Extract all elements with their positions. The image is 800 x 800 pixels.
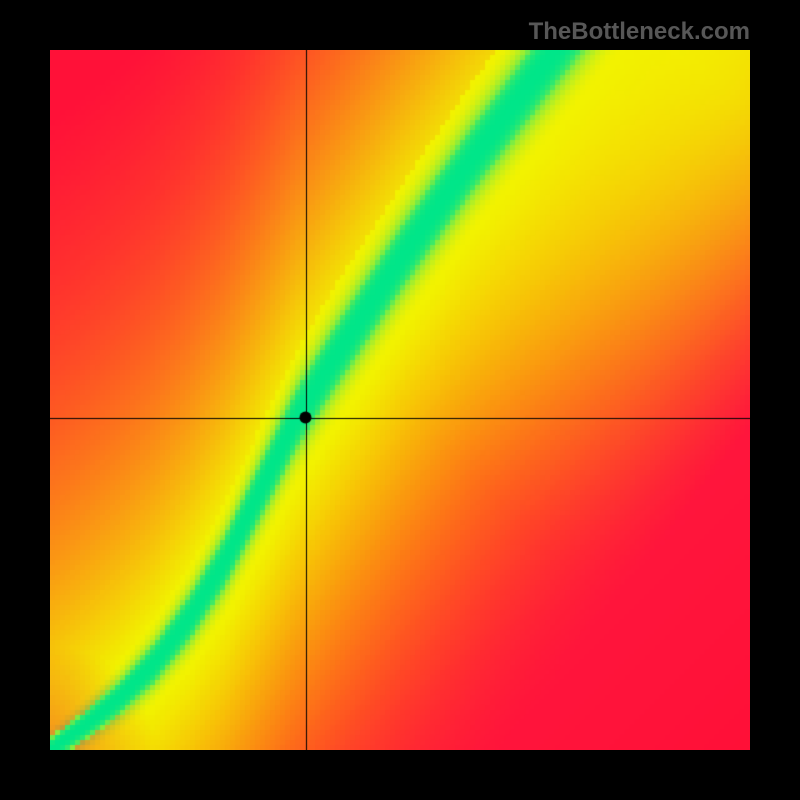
plot-area [50, 50, 750, 750]
watermark-text: TheBottleneck.com [529, 18, 750, 46]
chart-frame: TheBottleneck.com [0, 0, 800, 800]
heatmap-canvas [50, 50, 750, 750]
